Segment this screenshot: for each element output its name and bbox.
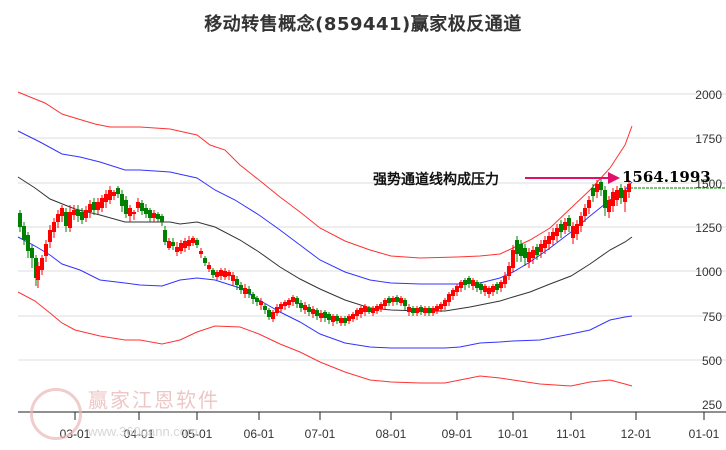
chart-title: 移动转售概念(859441)赢家极反通道 — [204, 14, 522, 35]
x-tick: 07-01 — [305, 427, 336, 441]
watermark-brand: 赢家江恩软件 — [88, 388, 220, 412]
annotation-value: 1564.1993 — [622, 168, 711, 186]
upper-outer-channel-line — [17, 91, 633, 259]
y-axis-labels: 2000 1750 1500 1250 1000 750 500 250 — [695, 88, 722, 412]
x-tick: 04-01 — [124, 427, 155, 441]
annotation-arrow — [525, 172, 620, 184]
x-tick: 08-01 — [376, 427, 407, 441]
candlesticks — [18, 178, 631, 326]
x-axis-labels: 03-01 04-01 05-01 06-01 07-01 08-01 09-0… — [60, 427, 720, 441]
watermark-logo-icon — [30, 388, 82, 440]
x-axis-ticks — [74, 412, 705, 420]
watermark-url: www.360gann.com — [88, 424, 198, 439]
x-tick: 06-01 — [244, 427, 275, 441]
y-tick: 1750 — [695, 132, 722, 146]
upper-inner-channel-line — [17, 130, 633, 285]
x-tick: 12-01 — [621, 427, 652, 441]
x-tick: 09-01 — [442, 427, 473, 441]
x-tick: 11-01 — [556, 427, 586, 441]
x-tick: 05-01 — [182, 427, 213, 441]
annotation-label: 强势通道线构成压力 — [373, 172, 499, 188]
middle-line — [17, 176, 633, 312]
x-tick: 01-01 — [689, 427, 720, 441]
grid-lines — [18, 93, 726, 361]
y-tick: 1250 — [695, 221, 722, 235]
y-tick: 1000 — [695, 265, 722, 279]
lower-inner-channel-line — [17, 236, 633, 349]
y-tick: 750 — [702, 310, 722, 324]
x-tick: 10-01 — [498, 427, 529, 441]
y-tick: 250 — [702, 398, 722, 412]
lower-outer-channel-line — [17, 291, 633, 387]
y-tick: 500 — [702, 354, 722, 368]
y-tick: 2000 — [695, 88, 722, 102]
